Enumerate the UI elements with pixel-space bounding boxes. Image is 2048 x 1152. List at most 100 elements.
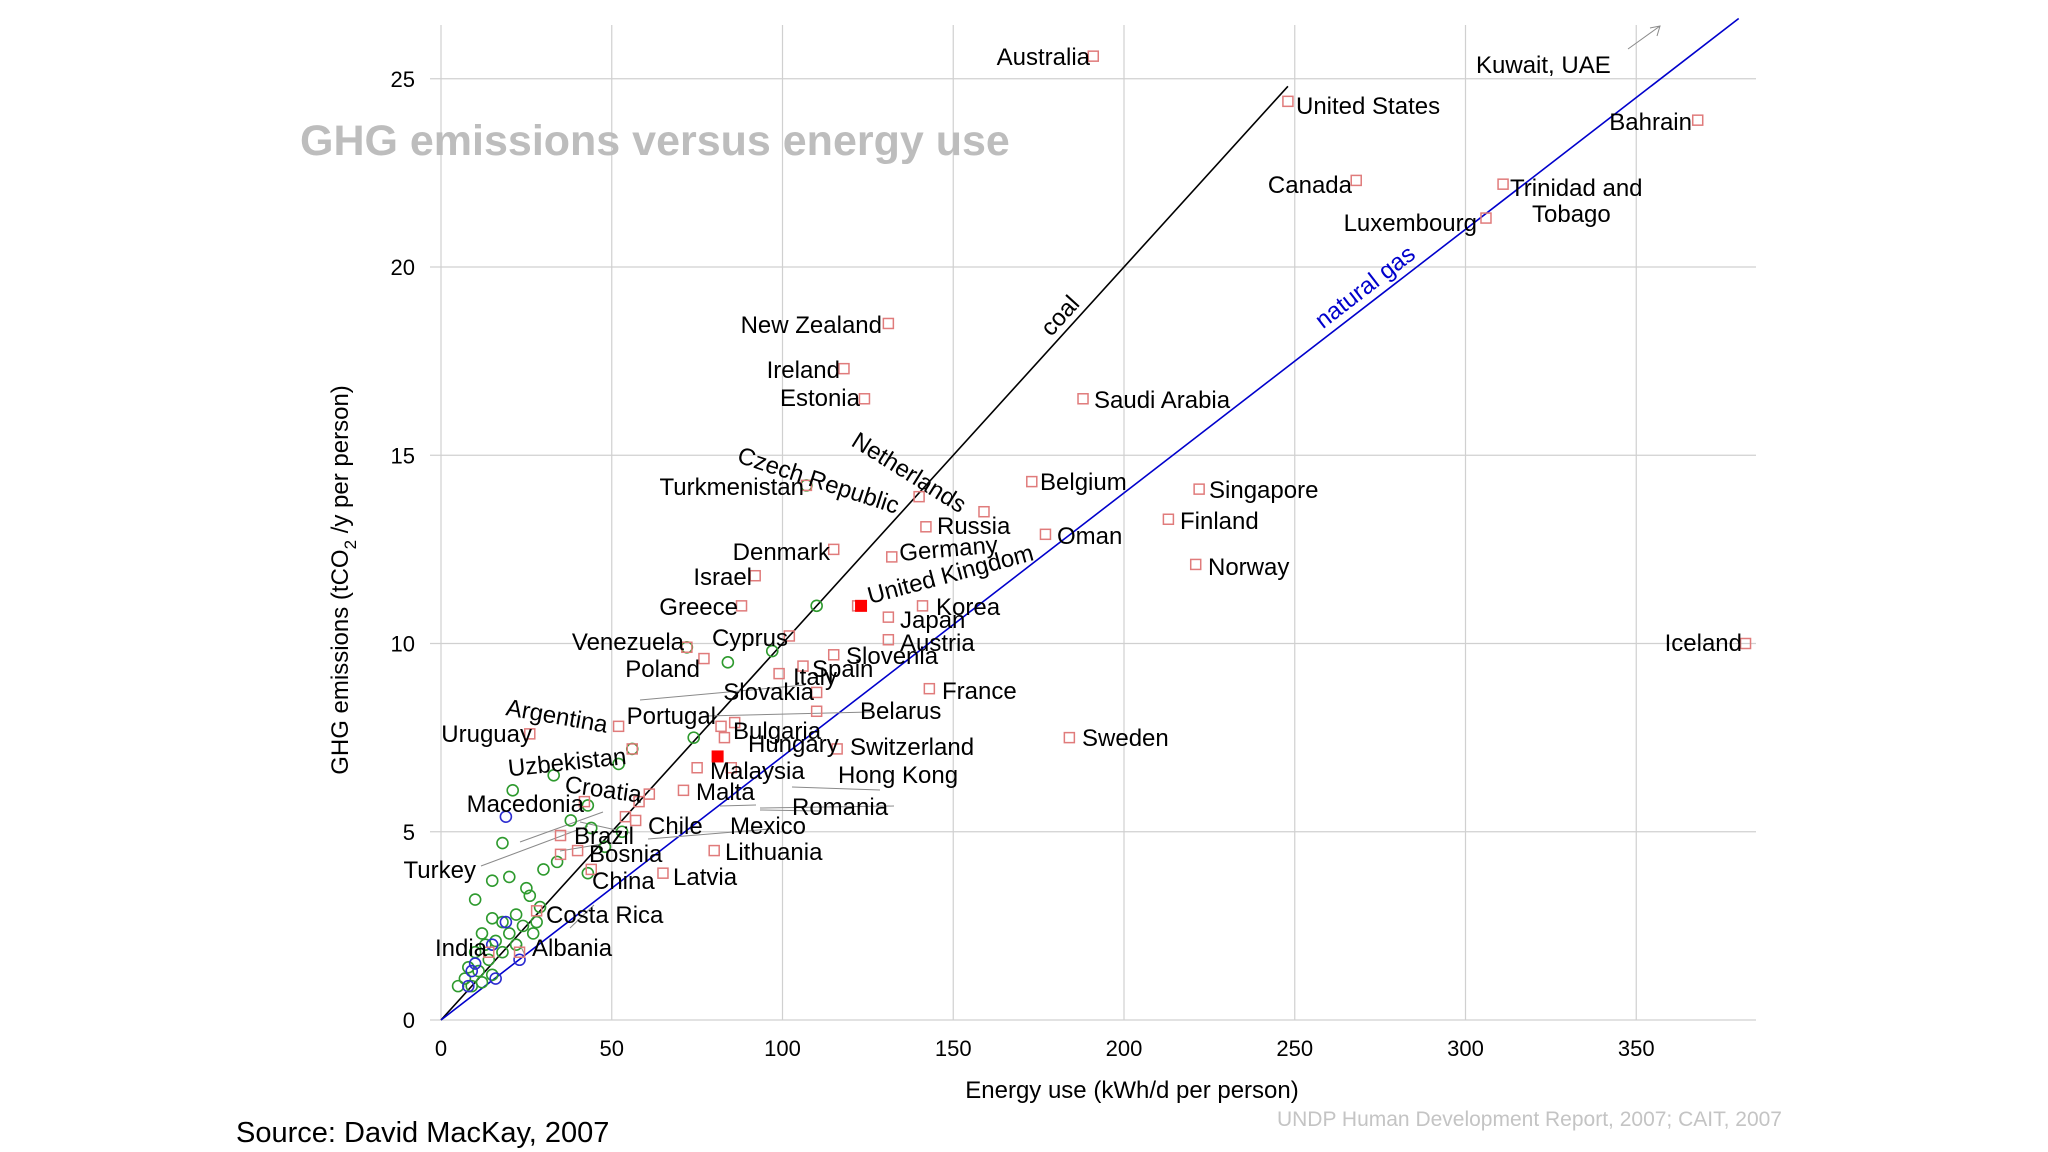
grid — [430, 25, 1756, 1021]
green-point — [598, 840, 612, 854]
point-macedonia — [578, 795, 591, 808]
green-point — [516, 919, 530, 933]
label-turkmenistan: Turkmenistan — [660, 474, 805, 501]
blue-point — [485, 938, 499, 952]
leader-line — [719, 804, 757, 807]
point-turkey — [554, 848, 567, 861]
point-germany — [886, 551, 898, 563]
label-lithuania: Lithuania — [725, 839, 823, 866]
green-point — [496, 836, 509, 850]
green-point — [502, 870, 516, 884]
point-cyprus — [783, 630, 796, 642]
green-point — [502, 927, 516, 940]
point-united-states — [1282, 95, 1294, 108]
label-belarus: Belarus — [860, 698, 941, 725]
point-portugal — [728, 716, 741, 729]
x-axis-label: Energy use (kWh/d per person) — [965, 1077, 1298, 1104]
green-point — [485, 874, 499, 887]
source-note: Source: David MacKay, 2007 — [236, 1117, 609, 1149]
green-point — [721, 656, 735, 669]
point-saudi-arabia — [1077, 393, 1089, 405]
label-united-states: United States — [1296, 93, 1440, 120]
point-malaysia — [691, 761, 703, 774]
point-oman — [1039, 528, 1052, 541]
point-india — [483, 946, 495, 958]
point-lithuania — [708, 844, 720, 857]
label-uruguay: Uruguay — [441, 721, 532, 748]
label-mexico: Mexico — [730, 813, 806, 840]
point-korea — [916, 600, 929, 612]
y-axis-label-subscript: 2 — [341, 540, 360, 549]
point-bulgaria — [715, 720, 727, 733]
point-spain — [797, 660, 809, 672]
highlight-point — [711, 750, 724, 763]
leader-line — [519, 811, 604, 843]
x-tick-label: 100 — [764, 1036, 801, 1061]
point-estonia — [858, 393, 871, 405]
point-venezuela — [681, 641, 693, 654]
label-tobago: Tobago — [1532, 201, 1611, 228]
label-iceland: Iceland — [1665, 630, 1742, 657]
label-hungary: Hungary — [748, 731, 839, 758]
leader-lines — [480, 25, 1661, 956]
leader-line — [1627, 25, 1661, 50]
label-turkey: Turkey — [404, 857, 476, 884]
highlight-point — [855, 599, 868, 612]
label-estonia: Estonia — [780, 385, 861, 412]
data-points — [451, 50, 1752, 993]
label-kuwait-uae: Kuwait, UAE — [1476, 52, 1611, 79]
blue-point — [462, 979, 475, 993]
x-tick-label: 150 — [935, 1036, 972, 1061]
y-tick-label: 10 — [391, 632, 415, 657]
green-point — [472, 964, 485, 978]
green-point — [485, 912, 499, 925]
leader-line — [480, 825, 589, 867]
green-point — [479, 938, 492, 952]
label-australia: Australia — [997, 44, 1091, 71]
point-norway — [1189, 558, 1202, 571]
point-labels: Australia Kuwait, UAE United States Bahrain… — [404, 44, 1742, 962]
label-canada: Canada — [1268, 172, 1353, 199]
leader-arrowhead — [1649, 25, 1661, 37]
label-cyprus: Cyprus — [712, 625, 788, 652]
point-trinidad-and — [1497, 178, 1509, 190]
label-hong-kong: Hong Kong — [838, 762, 958, 789]
point-denmark — [827, 543, 840, 556]
label-venezuela: Venezuela — [572, 629, 685, 656]
y-tick-label: 20 — [391, 255, 415, 280]
point-brazil — [554, 829, 567, 842]
point-iceland — [1739, 637, 1752, 650]
point-russia — [920, 521, 932, 533]
label-oman: Oman — [1057, 523, 1122, 550]
label-spain: Spain — [812, 656, 873, 683]
point-turkmenistan — [800, 479, 813, 492]
green-point — [468, 893, 482, 906]
label-malta: Malta — [696, 779, 755, 806]
point-hungary — [718, 731, 731, 744]
point-czech-republic — [913, 490, 925, 503]
label-malaysia: Malaysia — [710, 758, 805, 785]
point-greece — [735, 600, 748, 612]
label-bosnia: Bosnia — [589, 841, 663, 868]
label-norway: Norway — [1208, 554, 1289, 581]
point-latvia — [657, 867, 669, 879]
green-point — [520, 881, 533, 895]
label-bulgaria: Bulgaria — [733, 718, 822, 745]
point-netherlands — [978, 505, 990, 518]
label-chile: Chile — [648, 813, 703, 840]
point-slovakia — [810, 686, 823, 699]
point-australia — [1087, 50, 1100, 62]
point-luxembourg — [1480, 212, 1492, 224]
green-point — [615, 825, 629, 839]
point-mexico — [629, 814, 642, 827]
label-poland: Poland — [625, 656, 700, 683]
leader-line — [569, 904, 595, 929]
label-luxembourg: Luxembourg — [1344, 210, 1477, 237]
green-point — [612, 757, 625, 771]
y-axis-label: GHG emissions (tCO2 /y per person) — [327, 385, 360, 775]
green-point — [581, 866, 595, 880]
green-point — [475, 927, 489, 940]
leader-line — [639, 684, 806, 701]
point-singapore — [1193, 483, 1205, 495]
